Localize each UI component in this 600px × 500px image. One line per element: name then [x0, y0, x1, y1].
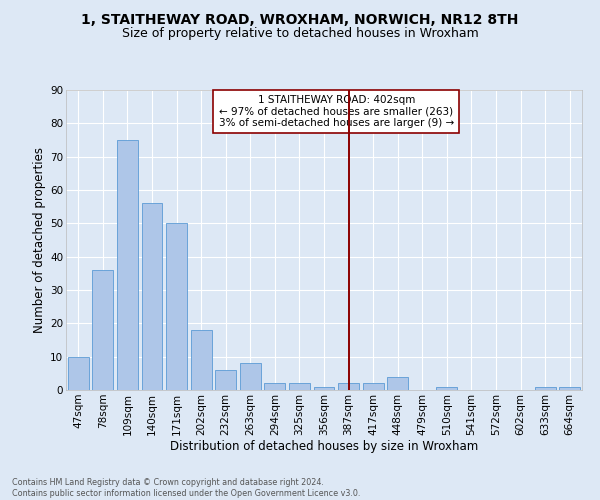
Text: 1 STAITHEWAY ROAD: 402sqm
← 97% of detached houses are smaller (263)
3% of semi-: 1 STAITHEWAY ROAD: 402sqm ← 97% of detac… — [218, 95, 454, 128]
Y-axis label: Number of detached properties: Number of detached properties — [33, 147, 46, 333]
Bar — [68, 356, 89, 390]
Bar — [559, 386, 580, 390]
Bar — [436, 386, 457, 390]
Text: 1, STAITHEWAY ROAD, WROXHAM, NORWICH, NR12 8TH: 1, STAITHEWAY ROAD, WROXHAM, NORWICH, NR… — [82, 12, 518, 26]
Bar — [191, 330, 212, 390]
Bar — [117, 140, 138, 390]
Bar — [240, 364, 261, 390]
Bar — [535, 386, 556, 390]
Bar — [92, 270, 113, 390]
Bar — [215, 370, 236, 390]
Text: Size of property relative to detached houses in Wroxham: Size of property relative to detached ho… — [122, 28, 478, 40]
Bar — [142, 204, 163, 390]
X-axis label: Distribution of detached houses by size in Wroxham: Distribution of detached houses by size … — [170, 440, 478, 454]
Bar — [362, 384, 383, 390]
Bar — [289, 384, 310, 390]
Bar — [314, 386, 334, 390]
Text: Contains HM Land Registry data © Crown copyright and database right 2024.
Contai: Contains HM Land Registry data © Crown c… — [12, 478, 361, 498]
Bar — [166, 224, 187, 390]
Bar — [338, 384, 359, 390]
Bar — [265, 384, 286, 390]
Bar — [387, 376, 408, 390]
